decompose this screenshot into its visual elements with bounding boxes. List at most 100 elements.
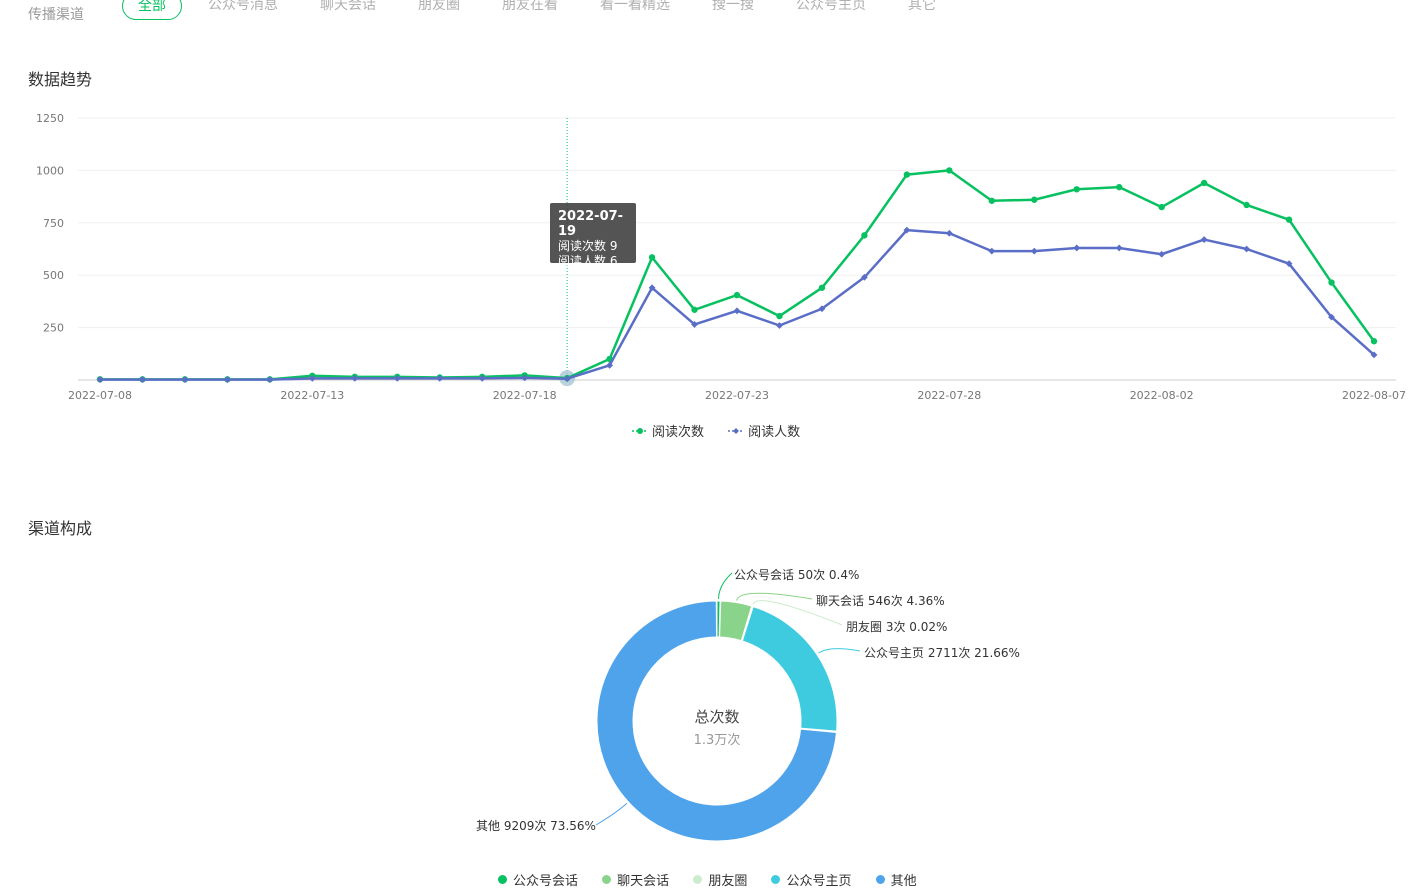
pie-label-official-home: 公众号主页 2711次 21.66% [864,646,1020,660]
data-point [1370,338,1378,345]
data-point [945,229,953,237]
tab-all[interactable]: 全部 [122,0,182,20]
data-point [691,306,698,313]
data-point [96,376,104,383]
chart-tooltip: 2022-07-19 阅读次数 9 阅读人数 6 [550,203,636,268]
data-point [1115,244,1123,252]
data-point [1116,183,1123,191]
data-point [1285,216,1293,223]
legend-label-other: 其他 [890,874,917,889]
data-point [776,322,783,329]
tab-friends-watching[interactable]: 朋友在看 [502,0,558,13]
composition-section-title: 渠道构成 [28,519,93,538]
data-point [946,167,953,174]
legend-label-read-count: 阅读次数 [652,425,705,440]
channel-donut-chart[interactable] [0,540,1418,860]
data-point [351,374,359,382]
data-point [861,232,868,239]
tab-official-account-message[interactable]: 公众号消息 [208,0,278,13]
tab-chat-session[interactable]: 聊天会话 [320,0,376,13]
x-tick-label: 2022-07-08 [68,389,132,402]
label-leader-line [736,592,813,601]
data-point [988,247,996,255]
donut-center-title: 总次数 [694,708,740,726]
data-point [818,305,826,313]
data-point [818,284,826,291]
x-tick-label: 2022-07-28 [917,389,981,402]
legend-item-moments[interactable]: 朋友圈 [693,870,747,889]
x-tick-label: 2022-07-13 [280,389,344,402]
tooltip-date: 2022-07-19 [558,209,624,239]
data-point [1328,313,1335,321]
donut-slice [716,600,721,638]
legend-item-official-home[interactable]: 公众号主页 [771,870,851,889]
trend-section-title: 数据趋势 [28,70,93,89]
filter-label: 传播渠道 [28,7,84,23]
legend-item-read-users[interactable]: 阅读人数 [728,421,800,440]
data-point [1030,247,1038,255]
trend-legend: 阅读次数 阅读人数 [622,421,810,440]
data-point [139,376,146,383]
legend-dot-icon [875,875,885,884]
pie-label-official-session: 公众号会话 50次 0.4% [734,568,860,582]
data-point [436,374,444,382]
data-point [266,376,274,383]
data-point [1158,250,1166,258]
data-point [903,226,911,234]
tab-other[interactable]: 其它 [908,0,936,13]
y-tick-label: 500 [43,269,64,282]
data-point [733,291,741,299]
legend-label-read-users: 阅读人数 [748,425,801,440]
data-point [1370,351,1378,359]
data-point [1243,245,1250,253]
data-point [903,171,911,178]
data-point [1200,179,1208,187]
legend-item-chat-session[interactable]: 聊天会话 [602,870,669,889]
x-tick-label: 2022-07-18 [493,389,557,402]
data-point [1200,236,1208,243]
pie-label-other: 其他 9209次 73.56% [476,819,596,833]
data-point [1073,186,1080,193]
data-point [478,374,486,382]
pie-label-chat-session: 聊天会话 546次 4.36% [816,594,945,608]
y-tick-label: 750 [43,217,64,230]
legend-item-read-count[interactable]: 阅读次数 [632,421,704,440]
legend-dot-icon [602,875,612,884]
data-point [1031,196,1038,203]
x-tick-label: 2022-08-07 [1342,389,1406,402]
data-point [648,254,656,261]
pie-label-moments: 朋友圈 3次 0.02% [846,620,948,634]
label-leader-line [752,600,843,626]
line-diamond-icon [728,427,745,434]
label-leader-line [818,648,861,654]
tab-official-account-home[interactable]: 公众号主页 [796,0,866,13]
legend-dot-icon [693,875,703,884]
data-point [563,375,571,383]
legend-label-chat-session: 聊天会话 [617,874,670,889]
y-tick-label: 1250 [36,112,64,125]
label-leader-line [595,802,628,826]
data-point [1158,203,1165,211]
y-tick-label: 250 [43,322,64,335]
data-point [181,376,189,383]
donut-slice [719,600,753,642]
data-point [1285,260,1293,268]
legend-item-other[interactable]: 其他 [875,870,917,889]
line-dot-icon [632,427,648,434]
data-point [1073,244,1081,252]
tab-top-stories[interactable]: 看一看精选 [600,0,670,13]
tab-moments[interactable]: 朋友圈 [418,0,460,13]
legend-label-official-home: 公众号主页 [786,874,852,889]
data-point [691,321,698,328]
data-point [733,307,741,315]
data-point [308,374,316,382]
legend-label-moments: 朋友圈 [708,874,748,889]
trend-line-chart[interactable]: 250 500 750 1000 1250 2022-07-08 2022-07-13 202… [0,100,1418,410]
x-tick-label: 2022-08-02 [1130,389,1194,402]
legend-item-official-session[interactable]: 公众号会话 [498,870,578,889]
tab-search[interactable]: 搜一搜 [712,0,754,13]
data-point [606,361,613,369]
data-point [393,374,401,382]
donut-slice [741,605,754,642]
data-point [776,312,783,320]
